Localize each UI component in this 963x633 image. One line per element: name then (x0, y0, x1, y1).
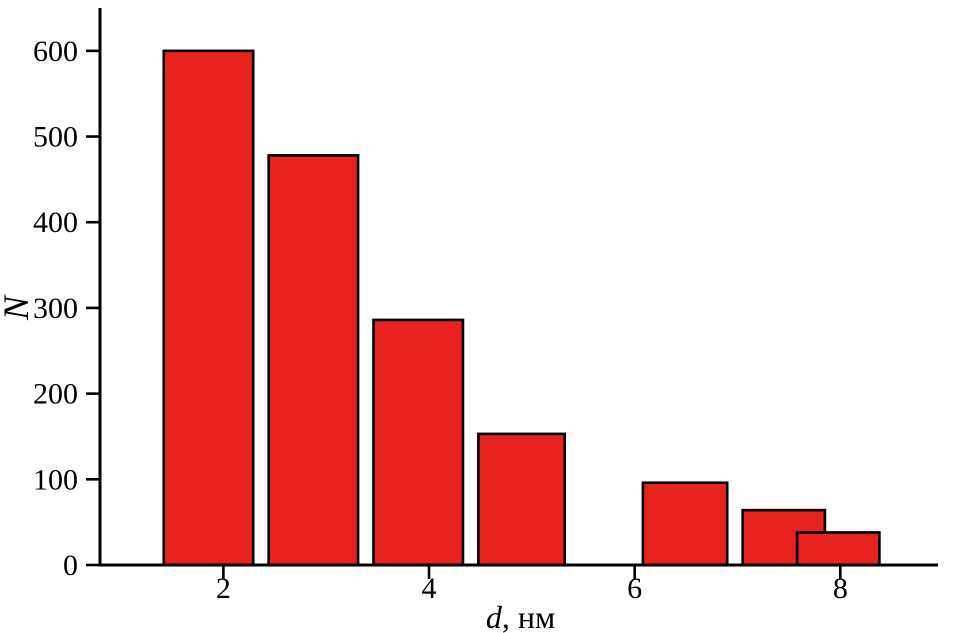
y-axis-label-text: N (0, 296, 36, 321)
bar (641, 481, 729, 567)
y-tick-label: 500 (33, 121, 78, 154)
bar (267, 154, 360, 567)
x-axis-label-unit: , нм (501, 599, 556, 633)
y-tick-label: 600 (33, 35, 78, 68)
x-tick-label: 8 (833, 572, 848, 605)
x-axis-label-variable: d (485, 599, 502, 633)
bar (162, 49, 255, 567)
x-tick-label: 4 (422, 572, 437, 605)
bar (477, 432, 567, 567)
x-tick-label: 2 (216, 572, 231, 605)
y-axis-label: N (0, 286, 38, 330)
y-tick-label: 400 (33, 206, 78, 239)
x-axis-label: d, нм (0, 599, 963, 633)
bar (372, 318, 465, 567)
y-tick-label: 100 (33, 463, 78, 496)
y-tick-label: 300 (33, 292, 78, 325)
y-tick-label: 200 (33, 378, 78, 411)
x-tick-label: 6 (627, 572, 642, 605)
bar (795, 531, 881, 567)
y-tick-label: 0 (63, 549, 78, 582)
